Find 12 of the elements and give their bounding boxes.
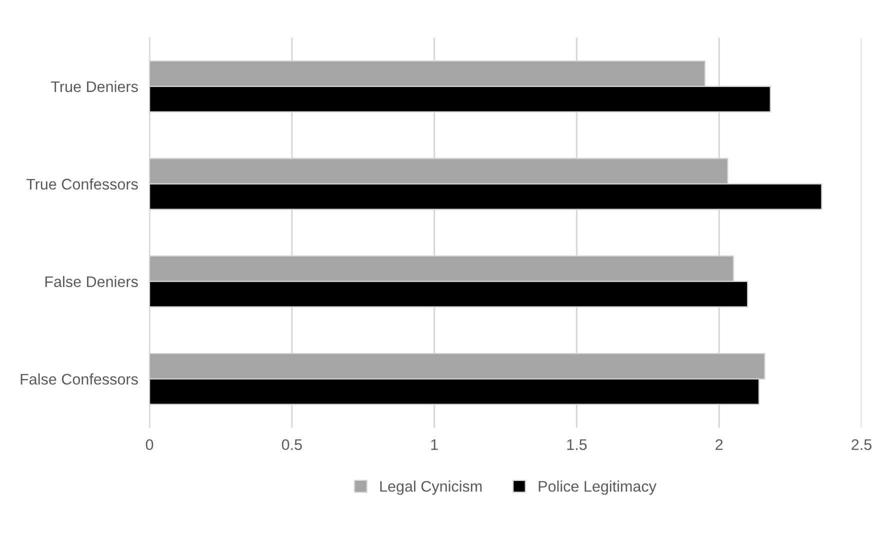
x-tick-label: 2.5 [852,439,872,450]
y-tick-label: False Confessors [20,373,138,385]
x-tick-label: 2 [716,439,723,450]
legend-label: Police Legitimacy [538,480,656,495]
y-tick-label: True Confessors [26,178,138,190]
x-tick-label: 1.5 [567,439,587,450]
y-tick-label: True Deniers [51,80,138,92]
x-tick-label: 0 [146,439,154,450]
x-tick-label: 1 [431,439,438,450]
y-tick-label: False Deniers [45,276,138,288]
x-tick-label: 0.5 [282,439,302,450]
legend-label: Legal Cynicism [380,480,482,495]
